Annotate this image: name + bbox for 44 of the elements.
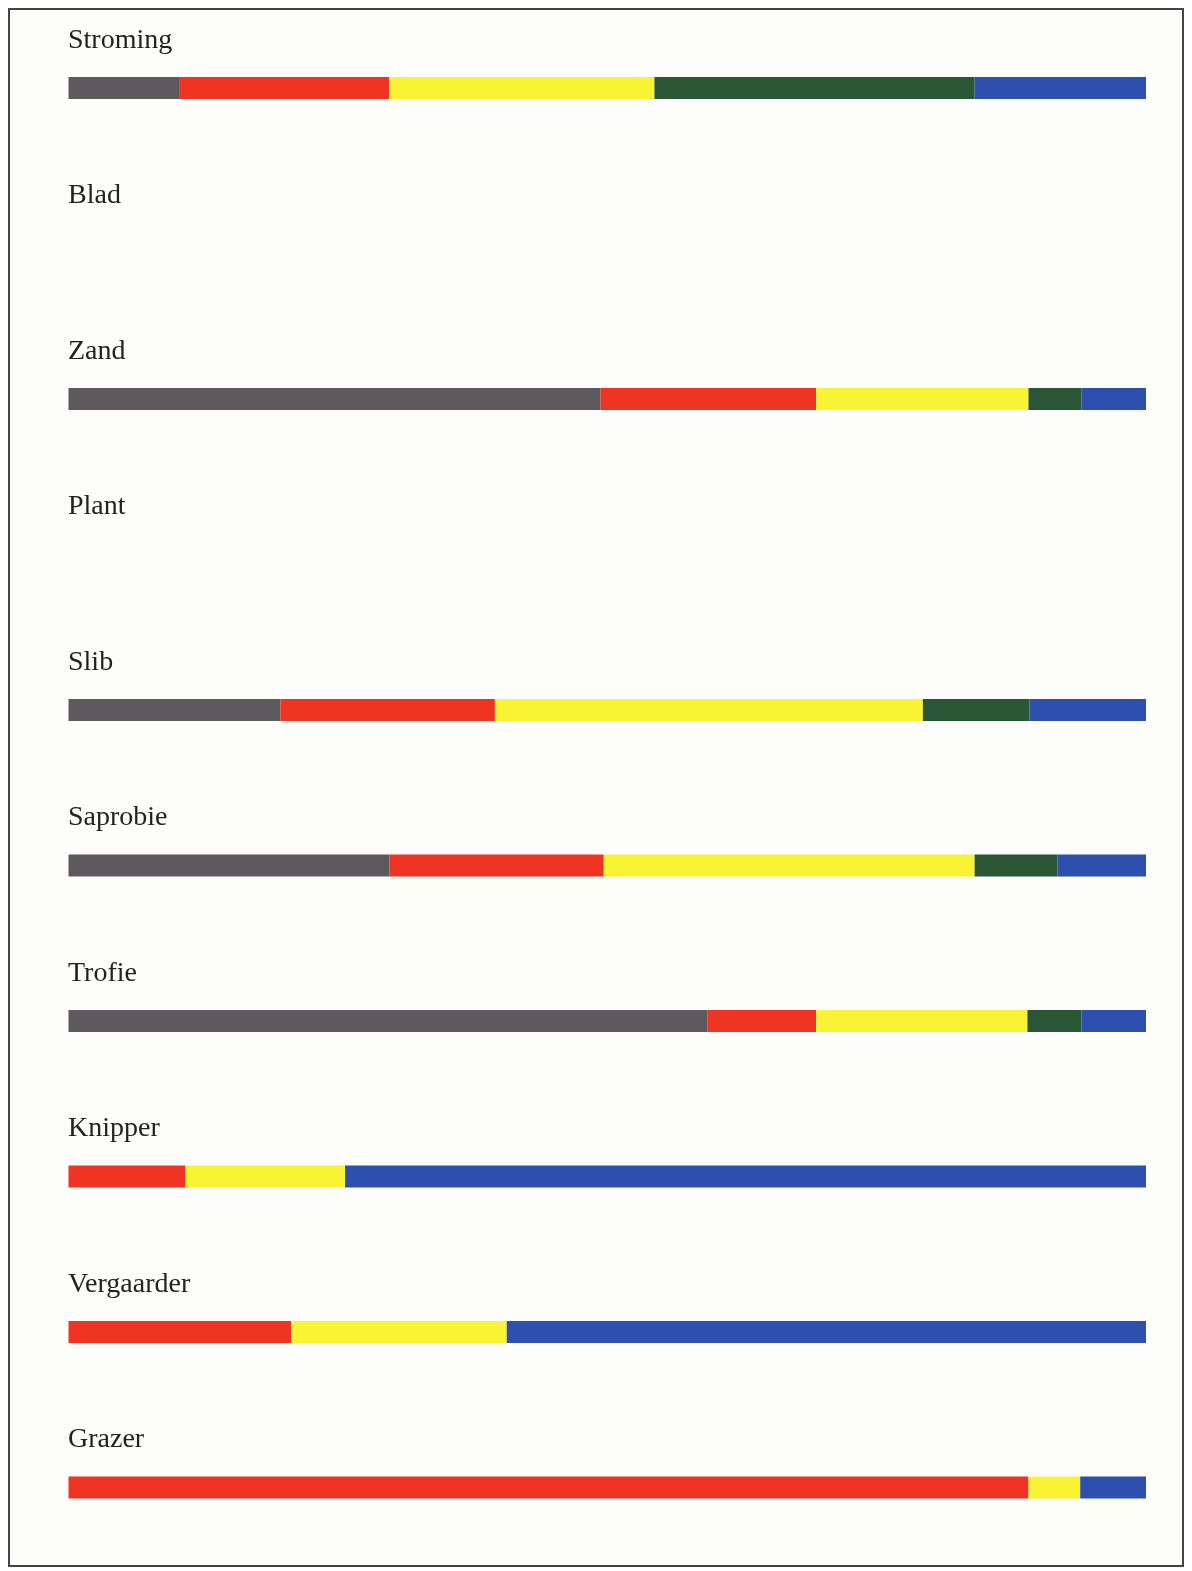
bar [1057,854,1146,877]
bar [1028,388,1082,410]
bar [68,854,390,877]
bar [68,77,180,99]
bar [68,1321,292,1343]
bar [506,1321,1146,1343]
bar [280,699,495,721]
bar [603,854,975,877]
y-tick-label: Saprobie [68,800,168,832]
bar [600,388,817,410]
bar [389,854,604,877]
bar [922,699,1030,721]
bar [68,1165,186,1188]
bar [974,854,1058,877]
y-tick-label: Blad [68,178,121,210]
bar [654,77,975,99]
bar [816,388,1029,410]
bar [974,77,1146,99]
bar [68,388,601,410]
y-tick-label: Trofie [68,955,137,987]
bar [1081,388,1146,410]
y-tick-label: Grazer [68,1422,145,1454]
y-tick-label: Zand [68,333,126,365]
bar [707,1010,817,1032]
bar [68,1010,708,1032]
bar [389,77,655,99]
y-tick-label: Vergaarder [68,1266,191,1298]
bar [68,1476,1029,1499]
bar [1080,1476,1146,1499]
bar [68,699,281,721]
y-tick-label: Knipper [68,1111,161,1143]
bar [816,1010,1028,1032]
bar [345,1165,1146,1188]
bar [1028,1476,1081,1499]
bar [179,77,390,99]
bar [1081,1010,1146,1032]
bar [291,1321,507,1343]
bar [494,699,923,721]
bar [1027,1010,1082,1032]
bar [1029,699,1146,721]
y-tick-label: Plant [68,489,126,521]
y-tick-label: Stroming [68,22,173,54]
y-tick-label: Slib [68,644,114,676]
bar [185,1165,346,1188]
